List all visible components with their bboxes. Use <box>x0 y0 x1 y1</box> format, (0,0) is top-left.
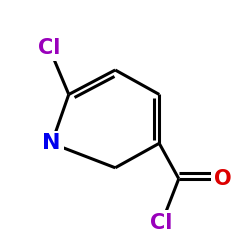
Text: O: O <box>214 169 232 189</box>
Text: N: N <box>42 133 61 153</box>
Text: Cl: Cl <box>38 38 60 58</box>
Text: Cl: Cl <box>150 213 173 233</box>
